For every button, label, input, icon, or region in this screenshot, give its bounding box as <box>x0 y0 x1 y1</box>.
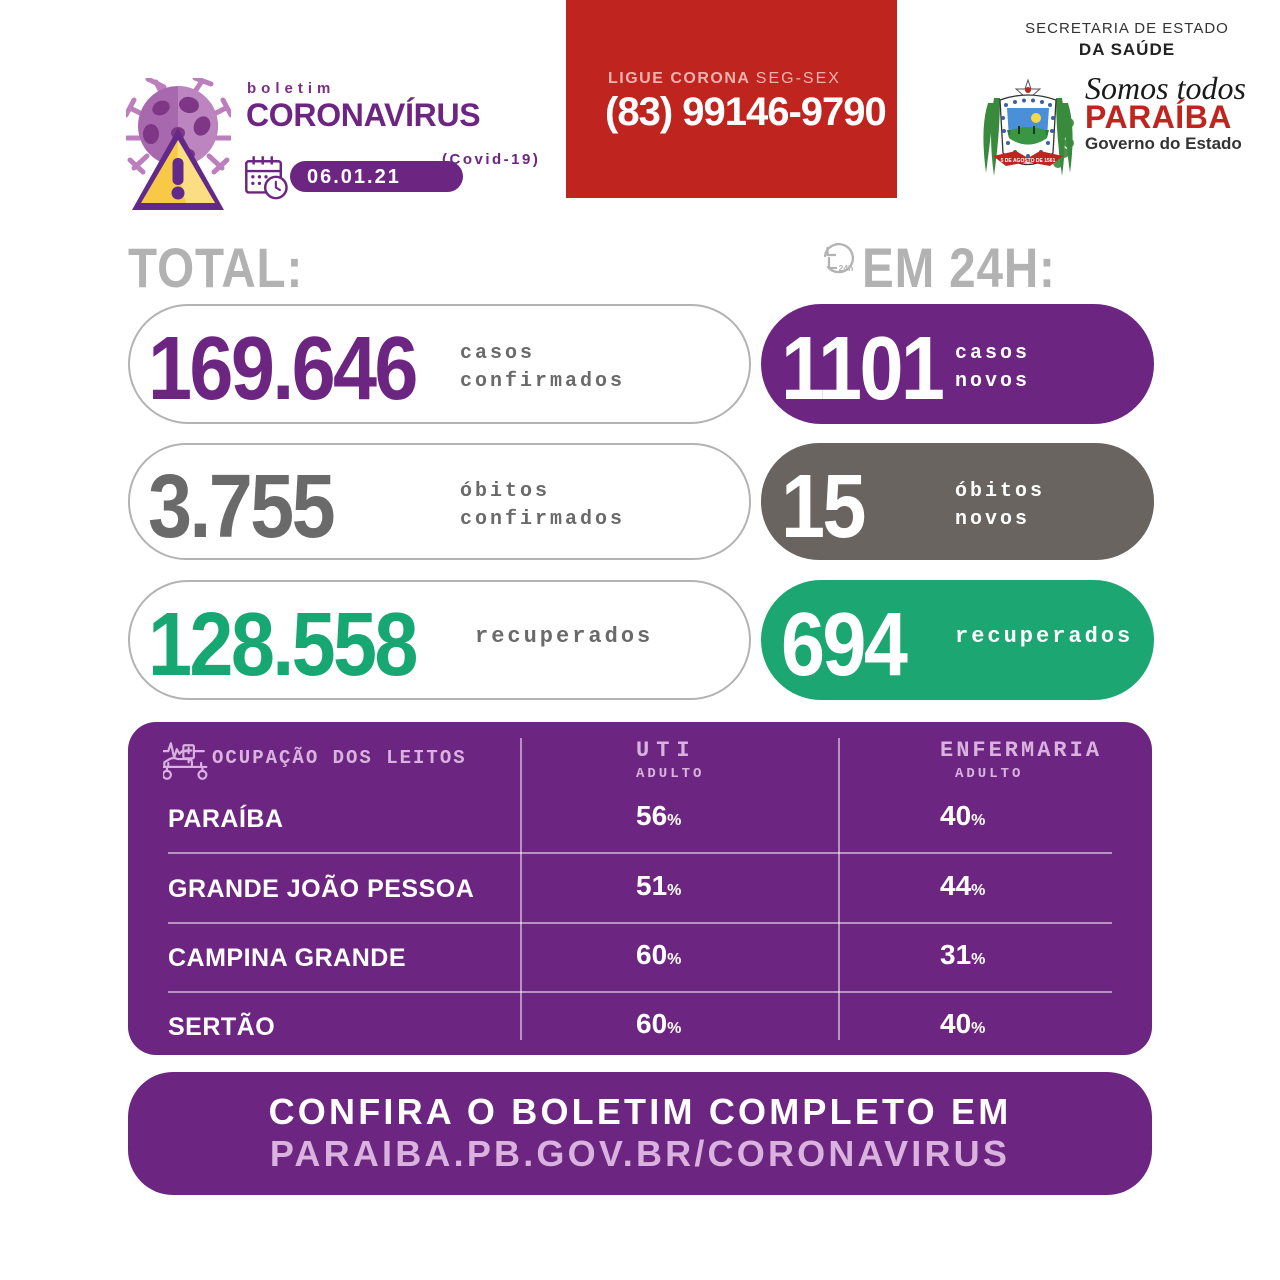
svg-text:24h: 24h <box>839 263 854 273</box>
svg-text:5 DE AGOSTO DE 1561: 5 DE AGOSTO DE 1561 <box>1001 158 1056 164</box>
